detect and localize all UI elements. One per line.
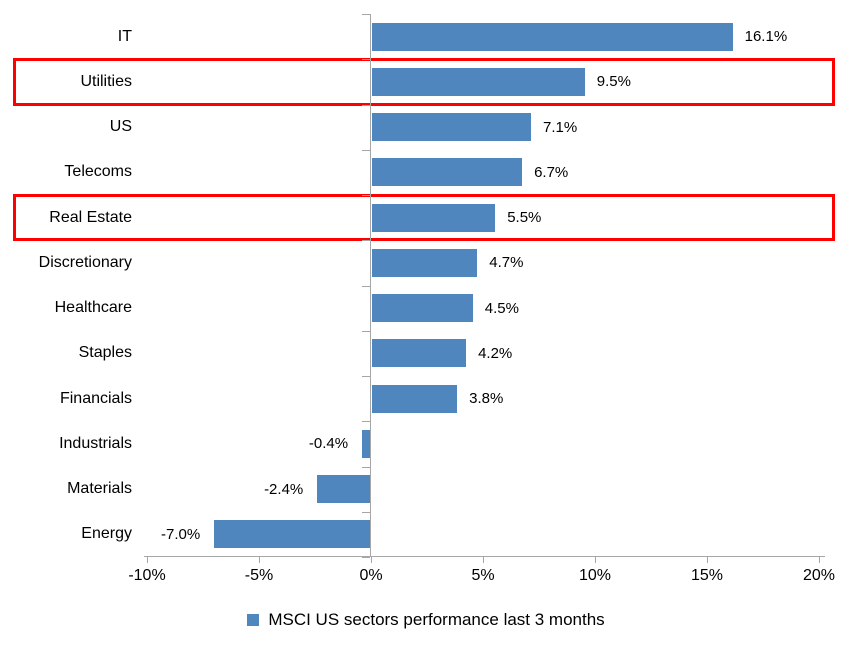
bar-healthcare [372, 294, 473, 323]
bar-it [372, 22, 733, 51]
value-axis-tick-label: 15% [690, 567, 724, 584]
legend: MSCI US sectors performance last 3 month… [0, 610, 852, 630]
value-axis-tick [819, 556, 820, 563]
value-axis-tick-label: -10% [128, 567, 166, 584]
category-label-us: US [109, 118, 132, 136]
category-label-materials: Materials [67, 480, 132, 498]
category-axis-tick [362, 557, 370, 558]
value-axis-tick [371, 556, 372, 563]
category-axis-tick [362, 421, 370, 423]
category-label-staples: Staples [78, 344, 132, 362]
category-axis [370, 14, 371, 557]
value-axis-tick-label: 5% [471, 567, 495, 584]
value-label: -2.4% [264, 480, 304, 498]
bar-staples [372, 339, 467, 368]
value-axis [144, 556, 825, 557]
category-axis-tick [362, 466, 370, 468]
value-axis-tick-label: 10% [578, 567, 612, 584]
category-axis-tick [362, 285, 370, 287]
category-axis-tick [362, 330, 370, 332]
category-axis-tick [362, 240, 370, 242]
category-label-energy: Energy [81, 525, 132, 543]
value-axis-tick-label: 20% [802, 567, 836, 584]
bar-real-estate [372, 203, 496, 232]
bar-us [372, 113, 532, 142]
bar-energy [214, 520, 371, 549]
category-label-financials: Financials [59, 389, 132, 407]
value-axis-tick [483, 556, 484, 563]
bar-industrials [362, 429, 371, 458]
category-axis-tick [362, 104, 370, 106]
value-label: 4.2% [478, 344, 513, 362]
value-label: 6.7% [534, 163, 569, 181]
value-axis-tick [595, 556, 596, 563]
category-label-healthcare: Healthcare [54, 299, 132, 317]
bar-financials [372, 384, 458, 413]
category-label-utilities: Utilities [80, 72, 132, 90]
value-label: -0.4% [308, 435, 349, 453]
category-label-it: IT [117, 27, 132, 45]
legend-marker-icon [247, 614, 260, 626]
bar-discretionary [372, 248, 478, 277]
value-axis-tick [147, 556, 148, 563]
category-label-real-estate: Real Estate [49, 208, 132, 226]
bar-telecoms [372, 158, 523, 187]
value-label: -7.0% [161, 525, 201, 543]
value-axis-tick [259, 556, 260, 563]
value-label: 4.5% [484, 299, 519, 317]
value-label: 16.1% [744, 28, 788, 46]
value-axis-tick-label: 0% [359, 567, 383, 584]
value-axis-tick [707, 556, 708, 563]
category-axis-tick [362, 376, 370, 377]
value-label: 5.5% [507, 209, 542, 227]
bar-utilities [372, 67, 585, 96]
legend-label: MSCI US sectors performance last 3 month… [268, 610, 605, 629]
value-axis-tick-label: -5% [244, 567, 274, 584]
bar-materials [317, 475, 371, 504]
category-label-discretionary: Discretionary [38, 253, 132, 271]
category-axis-tick [362, 14, 370, 15]
value-label: 7.1% [543, 118, 578, 136]
value-label: 9.5% [596, 73, 631, 91]
category-axis-tick [362, 195, 370, 196]
category-axis-tick [362, 149, 370, 151]
value-label: 4.7% [489, 254, 524, 272]
category-label-industrials: Industrials [59, 434, 132, 452]
category-axis-tick [362, 511, 370, 513]
category-label-telecoms: Telecoms [64, 163, 132, 181]
value-label: 3.8% [469, 390, 504, 408]
category-axis-tick [362, 59, 370, 61]
